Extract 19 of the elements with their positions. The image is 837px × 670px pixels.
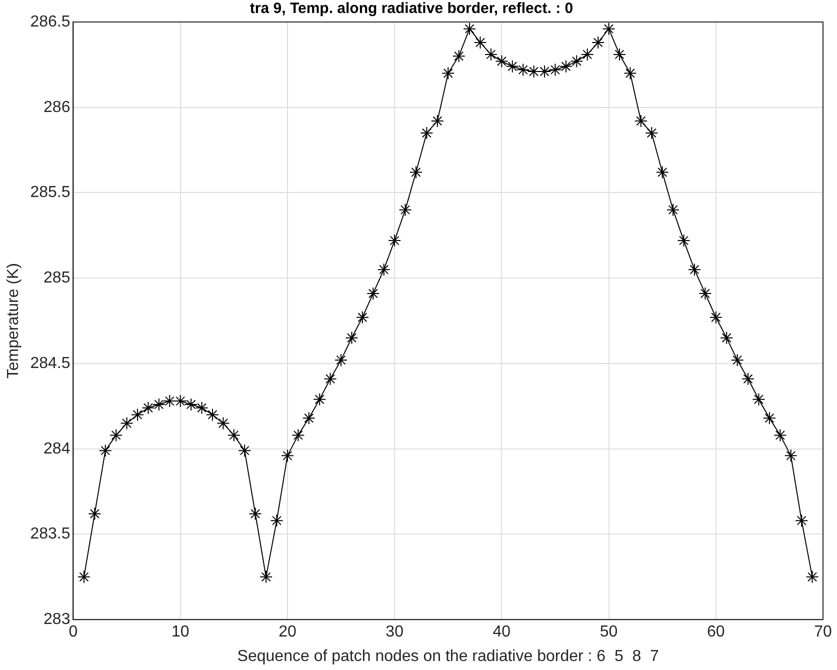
x-tick-label: 10	[171, 624, 190, 641]
x-axis-title: Sequence of patch nodes on the radiative border : 6 5 8 7	[237, 648, 660, 665]
x-tick-label: 50	[600, 624, 618, 641]
x-tick-label: 20	[278, 624, 296, 641]
y-tick-label: 285	[44, 270, 70, 287]
y-tick-label: 286	[44, 98, 70, 116]
y-tick-label: 283	[44, 611, 70, 628]
y-axis-title: Temperature (K)	[5, 263, 22, 379]
x-tick-label: 60	[706, 624, 725, 641]
chart-title: tra 9, Temp. along radiative border, reflect. : 0	[250, 0, 574, 18]
y-tick-label: 286.5	[30, 13, 70, 30]
x-tick-label: 70	[814, 624, 832, 641]
y-tick-label: 284.5	[30, 354, 70, 372]
y-tick-label: 283.5	[30, 526, 70, 543]
x-tick-label: 40	[492, 624, 511, 641]
x-tick-label: 0	[68, 624, 78, 641]
y-tick-label: 284	[44, 440, 70, 458]
x-tick-label: 30	[386, 624, 404, 641]
y-tick-label: 285.5	[30, 184, 70, 202]
